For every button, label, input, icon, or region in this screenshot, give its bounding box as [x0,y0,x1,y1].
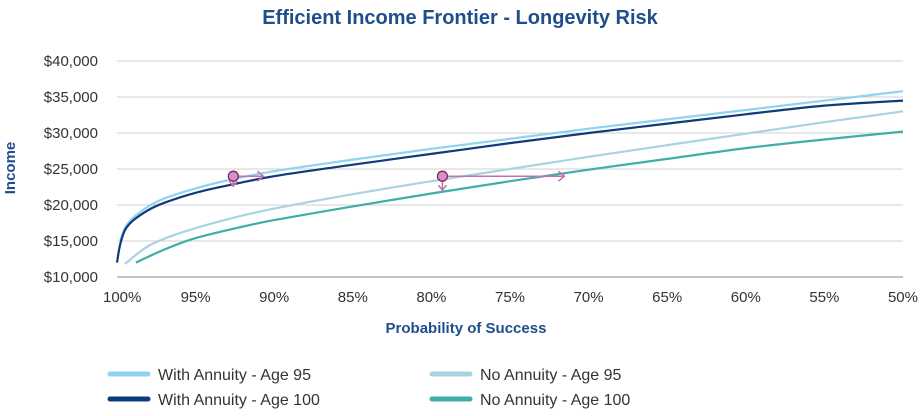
legend-label: With Annuity - Age 95 [158,367,311,384]
x-tick-label: 75% [495,289,525,306]
legend-item-1: With Annuity - Age 95 [107,367,311,384]
legend-label: No Annuity - Age 100 [480,392,630,409]
legend-label: With Annuity - Age 100 [158,392,320,409]
annotation-arrowhead-right [557,170,566,182]
chart-title: Efficient Income Frontier - Longevity Ri… [262,7,658,29]
y-tick-label: $15,000 [44,233,98,250]
x-tick-label: 65% [652,289,682,306]
x-tick-label: 50% [888,289,918,306]
annotation-1 [227,170,265,188]
legend-item-2: With Annuity - Age 100 [107,392,320,409]
y-tick-label: $30,000 [44,125,98,142]
y-tick-label: $10,000 [44,269,98,286]
annotations [227,170,566,192]
x-tick-label: 95% [181,289,211,306]
legend-item-3: No Annuity - Age 95 [429,367,622,384]
y-tick-label: $25,000 [44,161,98,178]
y-tick-label: $35,000 [44,89,98,106]
x-tick-label: 100% [103,289,141,306]
x-tick-label: 85% [338,289,368,306]
legend-label: No Annuity - Age 95 [480,367,622,384]
x-tick-labels: 100% 95% 90% 85% 80% 75% 70% 65% 60% 55% 50% [103,289,918,306]
annotation-arrowhead-down [228,180,238,188]
legend: With Annuity - Age 95 With Annuity - Age … [107,367,630,409]
annotation-arrowhead-right [256,170,265,182]
legend-item-4: No Annuity - Age 100 [429,392,630,409]
y-tick-labels: $10,000 $15,000 $20,000 $25,000 $30,000 $35,0… [44,53,98,286]
annotation-arrowhead-down [437,184,447,192]
x-tick-label: 90% [259,289,289,306]
gridlines [117,60,903,278]
y-tick-label: $40,000 [44,53,98,70]
x-tick-label: 60% [731,289,761,306]
series-line-1 [119,90,904,242]
series-line-4 [135,130,904,264]
annotation-dot [436,170,449,182]
annotation-2 [436,170,566,192]
x-axis-title: Probability of Success [386,320,547,337]
x-tick-label: 55% [809,289,839,306]
x-tick-label: 80% [416,289,446,306]
annotation-dot [227,170,239,182]
y-tick-label: $20,000 [44,197,98,214]
series-line-2 [115,99,904,263]
y-axis-title: Income [2,142,19,195]
x-tick-label: 70% [574,289,604,306]
